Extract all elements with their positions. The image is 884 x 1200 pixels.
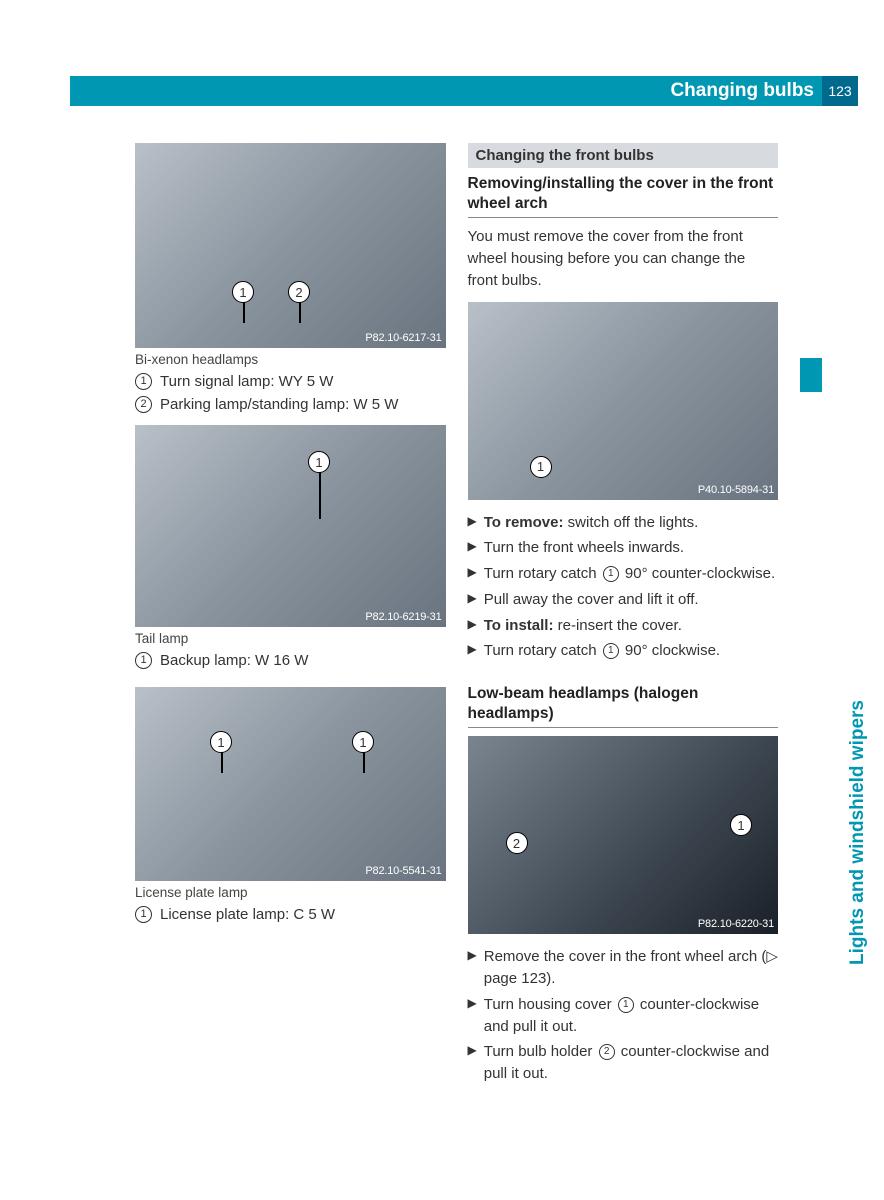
inline-callout-icon: 2 [599, 1044, 615, 1060]
step-text: To install: re-insert the cover. [484, 615, 682, 637]
legend-item: 2 Parking lamp/standing lamp: W 5 W [135, 394, 446, 415]
figure-license-plate: 1 1 P82.10-5541-31 [135, 687, 446, 881]
arrow-icon: ▶ [468, 616, 477, 633]
header-bar: Changing bulbs [70, 76, 822, 106]
legend-number-icon: 1 [135, 652, 152, 669]
left-column: 1 2 P82.10-6217-31 Bi-xenon headlamps 1 … [135, 143, 446, 1089]
callout-1: 1 [730, 814, 752, 836]
figure-caption: Bi-xenon headlamps [135, 352, 446, 367]
figure-taillamp: 1 P82.10-6219-31 [135, 425, 446, 627]
content-area: 1 2 P82.10-6217-31 Bi-xenon headlamps 1 … [135, 143, 778, 1089]
step-item: ▶ Turn the front wheels inwards. [468, 537, 779, 559]
step-item: ▶ Turn rotary catch 1 90° counter-clockw… [468, 563, 779, 585]
arrow-icon: ▶ [468, 641, 477, 658]
step-text: Turn bulb holder 2 counter-clockwise and… [484, 1041, 778, 1085]
legend-number-icon: 1 [135, 906, 152, 923]
inline-callout-icon: 1 [603, 566, 619, 582]
figure-code: P82.10-6217-31 [365, 332, 441, 344]
step-item: ▶ To install: re-insert the cover. [468, 615, 779, 637]
step-text: Turn rotary catch 1 90° clockwise. [484, 640, 720, 662]
figure-low-beam: 2 1 P82.10-6220-31 [468, 736, 779, 934]
figure-code: P40.10-5894-31 [698, 484, 774, 496]
figure-wheel-arch: 1 P40.10-5894-31 [468, 302, 779, 500]
arrow-icon: ▶ [468, 513, 477, 530]
figure-code: P82.10-5541-31 [365, 865, 441, 877]
legend-number-icon: 2 [135, 396, 152, 413]
step-item: ▶ Remove the cover in the front wheel ar… [468, 946, 779, 990]
legend-text: Turn signal lamp: WY 5 W [160, 371, 333, 392]
inline-callout-icon: 1 [618, 997, 634, 1013]
step-text: Turn the front wheels inwards. [484, 537, 684, 559]
arrow-icon: ▶ [468, 590, 477, 607]
step-text: Turn rotary catch 1 90° counter-clockwis… [484, 563, 775, 585]
arrow-icon: ▶ [468, 1042, 477, 1059]
figure-headlamp: 1 2 P82.10-6217-31 [135, 143, 446, 348]
callout-2: 2 [288, 281, 310, 303]
sub-heading: Removing/installing the cover in the fro… [468, 174, 779, 218]
figure-code: P82.10-6219-31 [365, 611, 441, 623]
legend-item: 1 Backup lamp: W 16 W [135, 650, 446, 671]
callout-1: 1 [232, 281, 254, 303]
legend-item: 1 Turn signal lamp: WY 5 W [135, 371, 446, 392]
section-tab [800, 358, 822, 392]
step-item: ▶ Turn housing cover 1 counter-clockwise… [468, 994, 779, 1038]
step-item: ▶ Turn bulb holder 2 counter-clockwise a… [468, 1041, 779, 1085]
legend-text: License plate lamp: C 5 W [160, 904, 335, 925]
step-text: Remove the cover in the front wheel arch… [484, 946, 778, 990]
inline-callout-icon: 1 [603, 643, 619, 659]
figure-caption: License plate lamp [135, 885, 446, 900]
figure-code: P82.10-6220-31 [698, 918, 774, 930]
step-text: Turn housing cover 1 counter-clockwise a… [484, 994, 778, 1038]
callout-1: 1 [530, 456, 552, 478]
step-item: ▶ Turn rotary catch 1 90° clockwise. [468, 640, 779, 662]
arrow-icon: ▶ [468, 947, 477, 964]
arrow-icon: ▶ [468, 995, 477, 1012]
legend-text: Parking lamp/standing lamp: W 5 W [160, 394, 398, 415]
arrow-icon: ▶ [468, 538, 477, 555]
figure-caption: Tail lamp [135, 631, 446, 646]
legend-number-icon: 1 [135, 373, 152, 390]
sub-heading: Low-beam headlamps (halogen headlamps) [468, 684, 779, 728]
block-heading: Changing the front bulbs [468, 143, 779, 168]
page-number: 123 [822, 76, 858, 106]
legend-item: 1 License plate lamp: C 5 W [135, 904, 446, 925]
side-section-label: Lights and windshield wipers [847, 700, 869, 965]
step-item: ▶ Pull away the cover and lift it off. [468, 589, 779, 611]
callout-1: 1 [210, 731, 232, 753]
step-item: ▶ To remove: switch off the lights. [468, 512, 779, 534]
step-text: To remove: switch off the lights. [484, 512, 699, 534]
right-column: Changing the front bulbs Removing/instal… [468, 143, 779, 1089]
callout-1b: 1 [352, 731, 374, 753]
callout-1: 1 [308, 451, 330, 473]
legend-text: Backup lamp: W 16 W [160, 650, 308, 671]
header-title: Changing bulbs [670, 80, 822, 102]
step-text: Pull away the cover and lift it off. [484, 589, 699, 611]
arrow-icon: ▶ [468, 564, 477, 581]
callout-2: 2 [506, 832, 528, 854]
intro-text: You must remove the cover from the front… [468, 226, 779, 291]
